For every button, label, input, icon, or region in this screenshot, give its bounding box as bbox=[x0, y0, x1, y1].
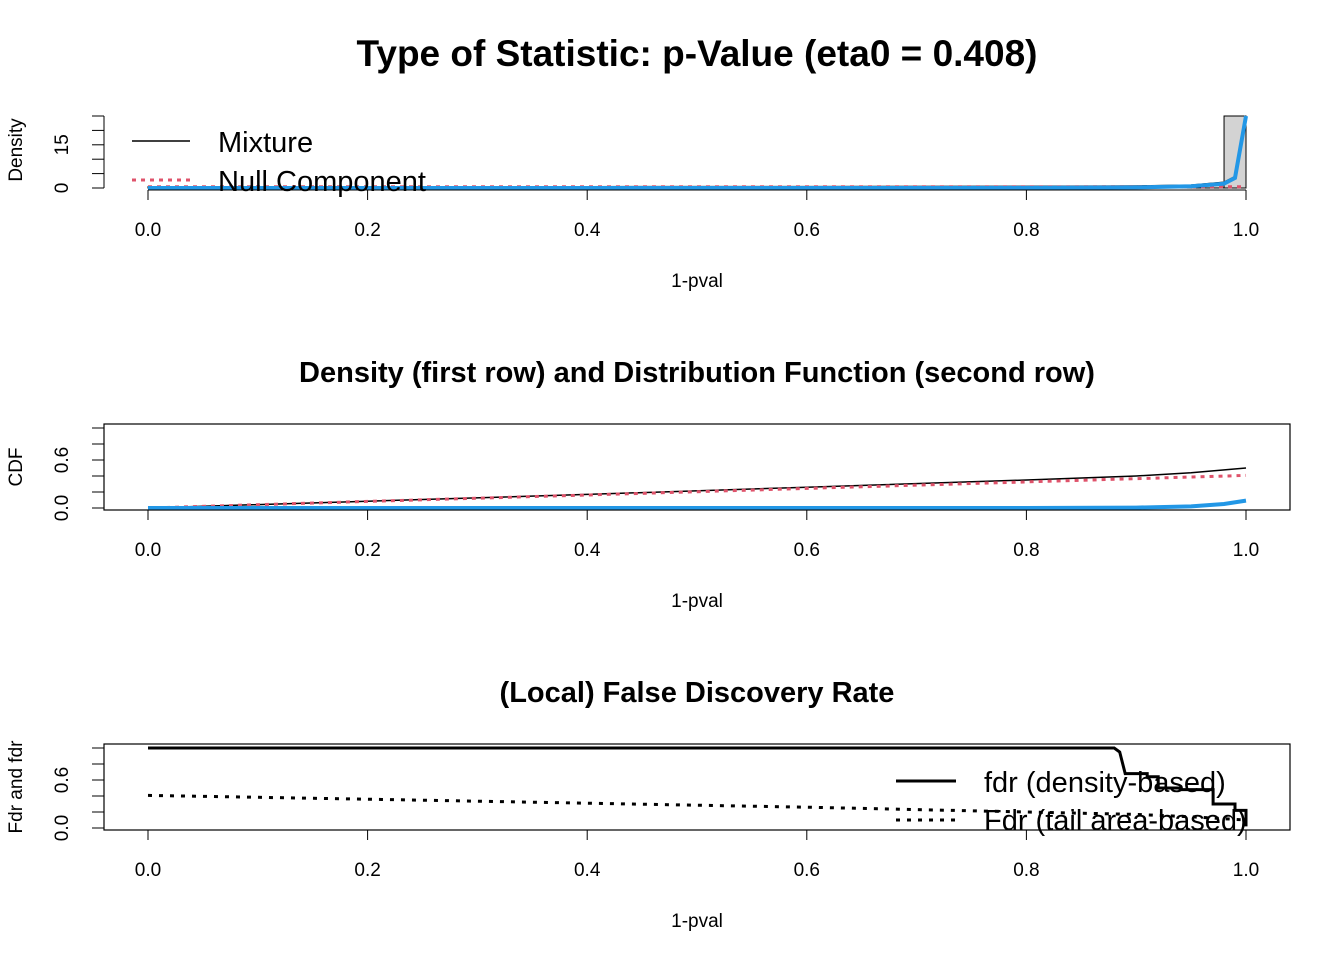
x-tick-label: 0.8 bbox=[1013, 220, 1039, 241]
y-axis-label: CDF bbox=[6, 447, 27, 486]
x-tick-label: 0.0 bbox=[135, 540, 161, 561]
x-axis-label: 1-pval bbox=[671, 911, 723, 932]
x-tick-label: 0.0 bbox=[135, 860, 161, 881]
x-tick-label: 0.6 bbox=[794, 860, 820, 881]
legend-label-mixture: Mixture bbox=[218, 127, 313, 159]
x-tick-label: 0.4 bbox=[574, 220, 601, 241]
x-tick-label: 1.0 bbox=[1233, 220, 1259, 241]
alternative-density-line bbox=[148, 115, 1248, 190]
x-tick-label: 0.4 bbox=[574, 860, 601, 881]
histogram-bar bbox=[1223, 115, 1247, 189]
y-tick-label: 0.0 bbox=[52, 495, 73, 521]
x-axis-label: 1-pval bbox=[671, 591, 723, 612]
x-tick-label: 0.8 bbox=[1013, 540, 1039, 561]
fdr-tail-line bbox=[147, 793, 1247, 822]
panel-density-histogram: 0.0 0.2 0.4 0.6 0.8 1.0 1-pval 0 15 Density Mixtur… bbox=[6, 115, 1259, 292]
legend-label-null: Null Component bbox=[218, 166, 426, 198]
x-tick-label: 0.4 bbox=[574, 540, 601, 561]
x-tick-label: 0.2 bbox=[354, 540, 380, 561]
x-tick-label: 0.2 bbox=[354, 860, 380, 881]
panel-fdr: (Local) False Discovery Rate 0.0 0.2 0.4 0.6… bbox=[6, 677, 1291, 932]
y-tick-label: 15 bbox=[52, 134, 73, 155]
panel-title: Density (first row) and Distribution Fun… bbox=[299, 357, 1095, 389]
x-tick-label: 0.2 bbox=[354, 220, 380, 241]
figure-title: Type of Statistic: p-Value (eta0 = 0.408… bbox=[357, 33, 1038, 74]
y-tick-label: 0.6 bbox=[52, 767, 73, 793]
legend: fdr (density-based) Fdr (tail area-based) bbox=[896, 767, 1247, 837]
x-tick-label: 1.0 bbox=[1233, 540, 1259, 561]
legend-label-fdr-density: fdr (density-based) bbox=[984, 767, 1226, 799]
panel-cdf: Density (first row) and Distribution Fun… bbox=[6, 357, 1291, 612]
mixture-cdf-line bbox=[147, 467, 1247, 509]
null-cdf-line bbox=[147, 473, 1247, 510]
fdr-density-line bbox=[148, 746, 1248, 827]
y-tick-label: 0.0 bbox=[52, 815, 73, 841]
x-tick-label: 0.6 bbox=[794, 540, 820, 561]
y-tick-label: 0.6 bbox=[52, 447, 73, 473]
x-axis-label: 1-pval bbox=[671, 271, 723, 292]
y-axis-label: Fdr and fdr bbox=[6, 740, 27, 834]
alternative-cdf-line bbox=[148, 498, 1247, 510]
x-tick-label: 0.8 bbox=[1013, 860, 1039, 881]
legend: Mixture Null Component bbox=[132, 127, 426, 198]
y-axis-label: Density bbox=[6, 118, 27, 182]
plot-box bbox=[103, 423, 1291, 511]
x-tick-label: 1.0 bbox=[1233, 860, 1259, 881]
x-tick-label: 0.0 bbox=[135, 220, 161, 241]
x-tick-label: 0.6 bbox=[794, 220, 820, 241]
legend-label-fdr-tail: Fdr (tail area-based) bbox=[984, 805, 1247, 837]
panel-title: (Local) False Discovery Rate bbox=[500, 677, 895, 709]
y-tick-label: 0 bbox=[52, 183, 73, 194]
